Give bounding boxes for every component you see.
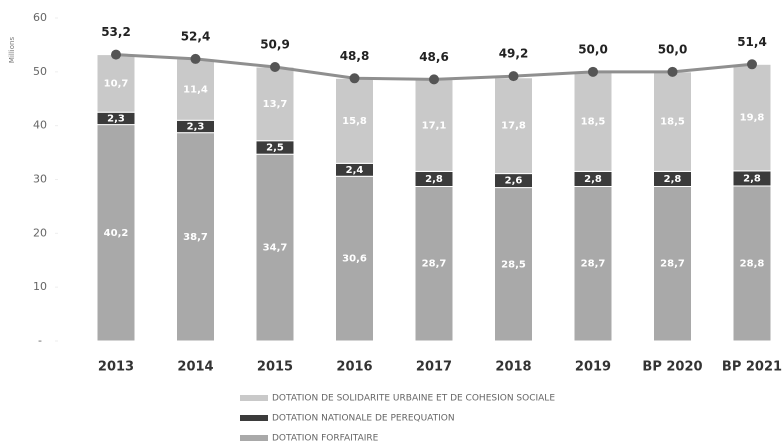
x-tick-label: BP 2021 (722, 360, 782, 375)
bar-segment (573, 71, 613, 172)
total-label: 50,0 (578, 42, 608, 56)
total-dot (111, 49, 121, 60)
segment-label: 2,8 (664, 174, 682, 185)
bar-segment (494, 77, 533, 175)
x-tick-label: 2019 (575, 360, 611, 375)
y-axis-label: Millions (8, 37, 16, 64)
total-label: 51,4 (737, 35, 767, 49)
total-label: 48,6 (419, 50, 449, 64)
bar-segment (732, 63, 772, 172)
segment-label: 2,6 (505, 176, 523, 187)
y-tick-label: 30 (33, 173, 47, 186)
bar-segment (494, 187, 533, 342)
legend-label: DOTATION DE SOLIDARITE URBAINE ET DE COH… (272, 394, 555, 404)
segment-label: 2,8 (584, 174, 602, 185)
x-tick-label: BP 2020 (642, 360, 702, 375)
x-tick-label: 2015 (257, 360, 293, 375)
y-tick-label: 20 (33, 226, 47, 239)
segment-label: 19,8 (740, 113, 765, 124)
total-label: 53,2 (101, 25, 131, 39)
segment-label: 2,5 (266, 142, 284, 153)
segment-label: 28,7 (660, 259, 685, 270)
y-tick-label: 60 (33, 11, 47, 24)
segment-label: 34,7 (263, 243, 288, 254)
total-label: 50,9 (260, 37, 290, 51)
legend-swatch (240, 435, 268, 441)
total-dot (747, 59, 757, 70)
bar-segment (96, 124, 136, 342)
segment-label: 13,7 (263, 99, 288, 110)
segment-label: 30,6 (342, 254, 367, 265)
bar-segment (255, 153, 295, 342)
segment-label: 40,2 (104, 228, 129, 239)
total-label: 49,2 (499, 47, 529, 61)
segment-label: 17,8 (501, 121, 526, 132)
y-tick-label: 50 (33, 65, 47, 78)
segment-label: 28,7 (581, 259, 606, 270)
segment-label: 17,1 (422, 120, 447, 131)
bar-segment (255, 66, 295, 142)
total-label: 50,0 (658, 42, 688, 56)
segment-label: 2,3 (107, 113, 125, 124)
segment-label: 2,4 (346, 165, 364, 176)
segment-label: 10,7 (104, 78, 129, 89)
bar-segment (732, 185, 772, 342)
total-dot (508, 71, 519, 82)
bar-segment (176, 132, 215, 342)
segment-label: 11,4 (183, 85, 208, 96)
total-dot (429, 74, 439, 85)
total-label: 48,8 (340, 49, 370, 63)
legend-swatch (240, 415, 268, 421)
bar-segment (573, 185, 613, 342)
segment-label: 18,5 (581, 117, 606, 128)
x-tick-label: 2016 (336, 360, 372, 375)
segment-label: 38,7 (183, 232, 208, 243)
legend-label: DOTATION NATIONALE DE PEREQUATION (272, 414, 455, 424)
segment-label: 28,7 (422, 259, 447, 270)
total-dot (667, 66, 678, 77)
x-tick-label: 2017 (416, 360, 452, 375)
bar-segment (653, 185, 692, 342)
bar-segment (653, 71, 692, 172)
segment-label: 15,8 (342, 116, 367, 127)
y-tick-label: 10 (33, 280, 47, 293)
legend-swatch (240, 395, 268, 401)
segment-label: 2,8 (743, 173, 761, 184)
segment-label: 28,5 (501, 259, 526, 270)
bar-segment (414, 185, 454, 342)
x-tick-label: 2018 (495, 360, 531, 375)
bar-segment (176, 58, 215, 121)
total-dot (349, 73, 360, 84)
x-tick-label: 2014 (177, 360, 213, 375)
total-dot (270, 61, 280, 72)
bar-segment (335, 77, 374, 164)
y-tick-label: 40 (33, 119, 47, 132)
legend-label: DOTATION FORFAITAIRE (272, 434, 379, 444)
total-label: 52,4 (181, 29, 211, 43)
total-dot (190, 53, 201, 64)
segment-label: 2,3 (187, 121, 205, 132)
y-tick-label: - (38, 334, 42, 347)
segment-label: 18,5 (660, 117, 685, 128)
total-dot (588, 66, 598, 77)
segment-label: 2,8 (425, 174, 443, 185)
bar-segment (96, 54, 136, 113)
x-tick-label: 2013 (98, 360, 134, 375)
segment-label: 28,8 (740, 258, 765, 269)
